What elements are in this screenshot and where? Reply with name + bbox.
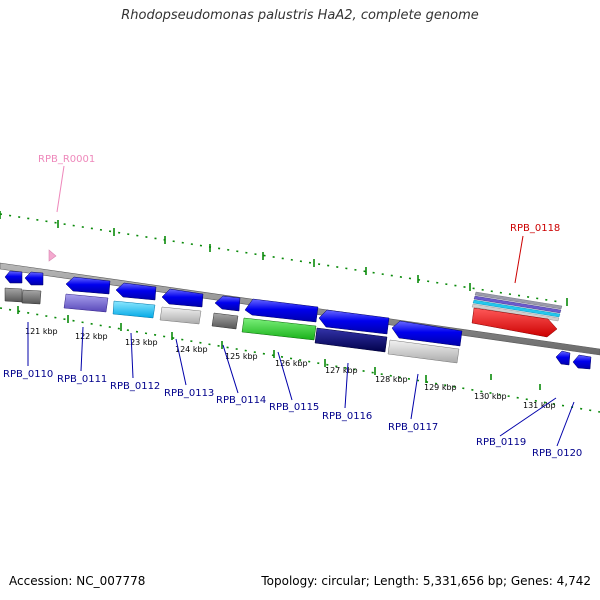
gene-label-rpb-0118[interactable]: RPB_0118 xyxy=(510,223,560,234)
leader-line-rpb-0116 xyxy=(344,362,349,409)
accession-text: Accession: NC_007778 xyxy=(9,574,146,588)
kbp-label: 127 kbp xyxy=(325,366,358,375)
kbp-label: 129 kbp xyxy=(424,383,457,392)
kbp-label: 122 kbp xyxy=(75,332,108,341)
leader-line-rpb-0120 xyxy=(556,401,575,447)
rna-feature-marker[interactable] xyxy=(48,249,57,262)
gene-label-rpb-0115[interactable]: RPB_0115 xyxy=(269,402,319,413)
gene-feature-rpb-0111[interactable] xyxy=(65,276,111,295)
gene-feature-rpb-0120[interactable] xyxy=(572,354,592,370)
kbp-scale-labels: 121 kbp 122 kbp 123 kbp 124 kbp 125 kbp … xyxy=(25,327,556,410)
gene-label-rpb-0120[interactable]: RPB_0120 xyxy=(532,448,582,459)
gene-bar-green[interactable] xyxy=(241,317,317,341)
gene-bar-silver-1[interactable] xyxy=(159,306,202,325)
gene-labels: RPB_R0001 RPB_0118 RPB_0110 RPB_0111 RPB… xyxy=(3,154,582,459)
gene-feature-arrow-left[interactable] xyxy=(24,271,44,286)
gene-feature-rpb-0112[interactable] xyxy=(115,282,157,301)
gene-label-rpb-0111[interactable]: RPB_0111 xyxy=(57,374,107,385)
gene-bar-gray-3[interactable] xyxy=(211,312,239,330)
gene-bar-gray-2[interactable] xyxy=(21,289,42,305)
gene-feature-rpb-0119[interactable] xyxy=(555,350,571,366)
gene-feature-rpb-0113[interactable] xyxy=(161,288,204,308)
gene-label-rpb-0119[interactable]: RPB_0119 xyxy=(476,437,526,448)
kbp-label: 131 kbp xyxy=(523,401,556,410)
map-title: Rhodopseudomonas palustris HaA2, complet… xyxy=(121,8,479,23)
gene-label-rpb-r0001[interactable]: RPB_R0001 xyxy=(38,154,95,165)
kbp-label: 126 kbp xyxy=(275,359,308,368)
gene-features xyxy=(4,270,592,370)
leader-line-rpb-0113 xyxy=(175,338,187,386)
leader-line-rpb-0119 xyxy=(499,397,557,437)
gene-bar-purple[interactable] xyxy=(63,293,109,313)
kbp-label: 121 kbp xyxy=(25,327,58,336)
label-leader-lines xyxy=(27,165,575,447)
gene-bar-navy[interactable] xyxy=(314,327,388,353)
gene-feature-rpb-0110[interactable] xyxy=(4,270,23,284)
gene-bar-silver-2[interactable] xyxy=(387,339,460,364)
gene-feature-rpb-0118[interactable] xyxy=(471,307,558,338)
leader-line-rpb-0115 xyxy=(277,351,293,401)
gene-feature-rpb-0114[interactable] xyxy=(214,295,241,312)
leader-line-rpb-0117 xyxy=(410,373,419,420)
gene-bar-rpb-0118-silver[interactable] xyxy=(471,303,560,322)
gene-feature-rpb-0116[interactable] xyxy=(318,309,390,335)
kbp-label: 128 kbp xyxy=(375,375,408,384)
gene-label-rpb-0116[interactable]: RPB_0116 xyxy=(322,411,372,422)
leader-line-rpb-0111 xyxy=(80,326,84,372)
inner-tick-track xyxy=(0,306,600,413)
gene-label-rpb-0110[interactable]: RPB_0110 xyxy=(3,369,53,380)
leader-line-rpb-r0001 xyxy=(56,165,65,213)
kbp-label: 125 kbp xyxy=(225,352,258,361)
gene-label-rpb-0112[interactable]: RPB_0112 xyxy=(110,381,160,392)
outer-tick-track xyxy=(0,211,568,306)
gene-label-rpb-0113[interactable]: RPB_0113 xyxy=(164,388,214,399)
topology-text: Topology: circular; Length: 5,331,656 bp… xyxy=(261,574,591,588)
gene-bar-rpb-0118-gray[interactable] xyxy=(474,291,563,310)
kbp-label: 130 kbp xyxy=(474,392,507,401)
leader-line-rpb-0118 xyxy=(514,235,524,284)
gene-bar-gray-1[interactable] xyxy=(4,287,23,303)
kbp-label: 123 kbp xyxy=(125,338,158,347)
gene-label-rpb-0117[interactable]: RPB_0117 xyxy=(388,422,438,433)
gene-label-rpb-0114[interactable]: RPB_0114 xyxy=(216,395,266,406)
gene-feature-rpb-0115[interactable] xyxy=(244,298,319,323)
leader-line-rpb-0112 xyxy=(130,332,134,379)
gene-bar-rpb-0118-cyan[interactable] xyxy=(472,299,561,318)
gene-bar-cyan[interactable] xyxy=(112,300,156,319)
gene-bar-rpb-0118-purple[interactable] xyxy=(473,295,562,314)
gene-feature-rpb-0117[interactable] xyxy=(391,320,463,347)
leader-line-rpb-0114 xyxy=(222,344,239,394)
kbp-label: 124 kbp xyxy=(175,345,208,354)
